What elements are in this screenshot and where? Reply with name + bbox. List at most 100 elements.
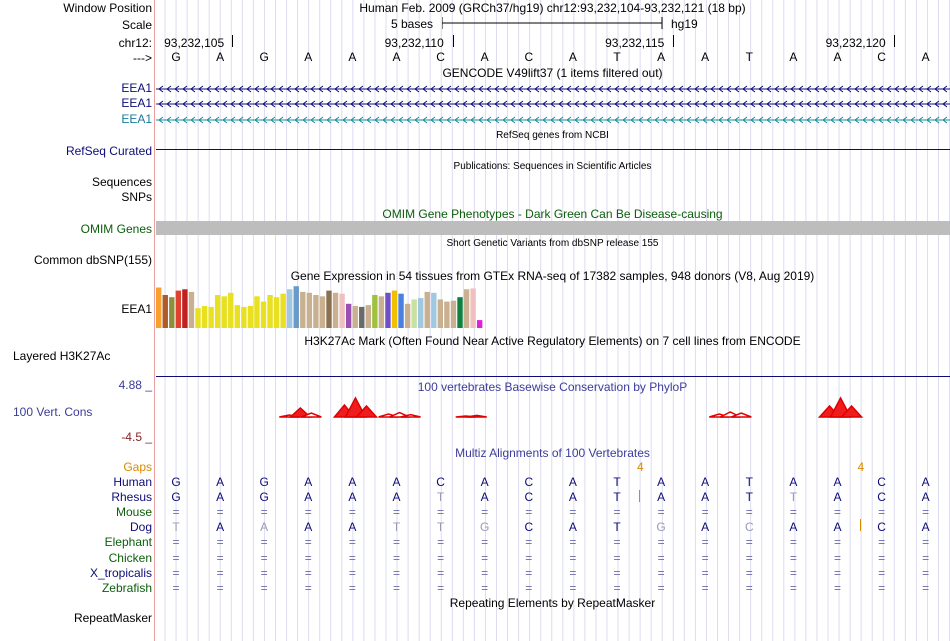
alignment-base: A	[701, 490, 710, 505]
ruler-base: A	[392, 50, 401, 64]
strand-chevron	[342, 100, 348, 108]
strand-chevron	[862, 85, 868, 93]
gencode-track-label-3[interactable]: EEA1	[121, 112, 152, 126]
alignment-base: =	[304, 550, 312, 565]
alignment-base: =	[833, 505, 841, 520]
ruler-tick-mark	[232, 35, 234, 47]
strand-chevron	[174, 100, 180, 108]
species-label-elephant[interactable]: Elephant	[104, 535, 152, 550]
strand-chevron	[838, 100, 844, 108]
gtex-tissue-bar	[313, 295, 319, 328]
phylop-graph[interactable]	[155, 395, 950, 440]
omim-track-label[interactable]: OMIM Genes	[80, 222, 152, 236]
species-label-chicken[interactable]: Chicken	[108, 550, 152, 565]
gtex-bar-chart[interactable]	[155, 284, 950, 330]
alignment-base: =	[701, 535, 709, 550]
refseq-gene-line[interactable]	[156, 149, 950, 150]
alignment-base: A	[701, 520, 710, 535]
strand-chevron	[574, 85, 580, 93]
gtex-tissue-bar	[214, 295, 221, 328]
sequences-track-label[interactable]: Sequences	[91, 175, 152, 189]
h3k27ac-track-label[interactable]: Layered H3K27Ac	[13, 349, 111, 363]
strand-chevron	[654, 100, 660, 108]
ruler-tick-mark	[452, 35, 454, 47]
snps-track-label[interactable]: SNPs	[121, 190, 152, 204]
strand-chevron	[566, 85, 572, 93]
repeatmasker-track-label[interactable]: RepeatMasker	[73, 611, 152, 625]
track-data-area[interactable]: Human Feb. 2009 (GRCh37/hg19) chr12:93,2…	[155, 0, 950, 641]
ruler-base: A	[789, 50, 798, 64]
gencode-gene-2[interactable]	[155, 99, 950, 109]
strand-chevron	[438, 100, 444, 108]
strand-chevron	[158, 100, 164, 108]
strand-chevron	[326, 116, 332, 124]
strand-chevron	[598, 85, 604, 93]
gtex-tissue-bar	[234, 305, 240, 328]
strand-chevron	[534, 100, 540, 108]
strand-chevron	[422, 85, 428, 93]
strand-chevron	[750, 116, 756, 124]
species-label-x_tropicalis[interactable]: X_tropicalis	[89, 565, 152, 580]
dbsnp-track-label[interactable]: Common dbSNP(155)	[33, 253, 152, 267]
ruler-base: A	[657, 50, 666, 64]
gtex-tissue-bar	[391, 290, 398, 328]
gtex-tissue-bar	[221, 296, 227, 328]
strand-chevron	[934, 116, 940, 124]
gtex-tissue-bar	[332, 292, 339, 328]
strand-chevron	[302, 85, 308, 93]
strand-chevron	[310, 85, 316, 93]
gtex-track-label[interactable]: EEA1	[121, 302, 152, 316]
strand-chevron	[454, 85, 460, 93]
alignment-base: =	[613, 565, 621, 580]
strand-chevron	[542, 116, 548, 124]
strand-chevron	[606, 85, 612, 93]
strand-chevron	[342, 116, 348, 124]
refseq-track-label[interactable]: RefSeq Curated	[65, 144, 152, 158]
species-label-zebrafish[interactable]: Zebrafish	[101, 580, 152, 595]
gtex-tissue-bar	[195, 308, 201, 328]
strand-chevron	[766, 85, 772, 93]
strand-chevron	[286, 85, 292, 93]
strand-chevron	[174, 85, 180, 93]
gtex-tissue-bar	[319, 296, 326, 328]
strand-chevron	[286, 116, 292, 124]
strand-chevron	[846, 100, 852, 108]
gencode-track-label-2[interactable]: EEA1	[121, 96, 152, 110]
strand-chevron	[734, 116, 740, 124]
species-label-mouse[interactable]: Mouse	[115, 505, 152, 520]
ruler-tick-label: 93,232,110	[384, 36, 444, 50]
gencode-gene-1[interactable]	[155, 84, 950, 94]
strand-chevron	[550, 100, 556, 108]
alignment-base: =	[437, 580, 445, 595]
strand-chevron	[414, 85, 420, 93]
strand-chevron	[358, 116, 364, 124]
phylop-score-mark	[839, 404, 864, 418]
gtex-tissue-bar	[345, 303, 352, 328]
strand-chevron	[502, 100, 508, 108]
phylop-track-label[interactable]: 100 Vert. Cons	[13, 405, 93, 419]
species-label-rhesus[interactable]: Rhesus	[111, 490, 152, 505]
strand-chevron	[710, 85, 716, 93]
species-label-human[interactable]: Human	[113, 475, 152, 489]
strand-chevron	[326, 100, 332, 108]
gencode-track-label-1[interactable]: EEA1	[121, 81, 152, 95]
scale-text: 5 bases	[391, 17, 434, 31]
strand-chevron	[790, 116, 796, 124]
gtex-tissue-bar	[385, 292, 391, 328]
strand-chevron	[558, 85, 564, 93]
strand-chevron	[822, 100, 828, 108]
strand-chevron	[654, 116, 660, 124]
gtex-tissue-bar	[182, 289, 188, 328]
species-label-dog[interactable]: Dog	[129, 520, 152, 535]
gencode-gene-3[interactable]	[155, 115, 950, 125]
strand-chevron	[246, 116, 252, 124]
alignment-base: =	[789, 580, 797, 595]
strand-chevron	[350, 100, 356, 108]
strand-chevron	[190, 85, 196, 93]
repeatmasker-track-title: Repeating Elements by RepeatMasker	[449, 596, 656, 610]
alignment-base: =	[745, 565, 753, 580]
gtex-tissue-bar	[411, 299, 417, 328]
ruler-base: A	[216, 50, 225, 64]
omim-gene-bar[interactable]	[156, 221, 950, 235]
